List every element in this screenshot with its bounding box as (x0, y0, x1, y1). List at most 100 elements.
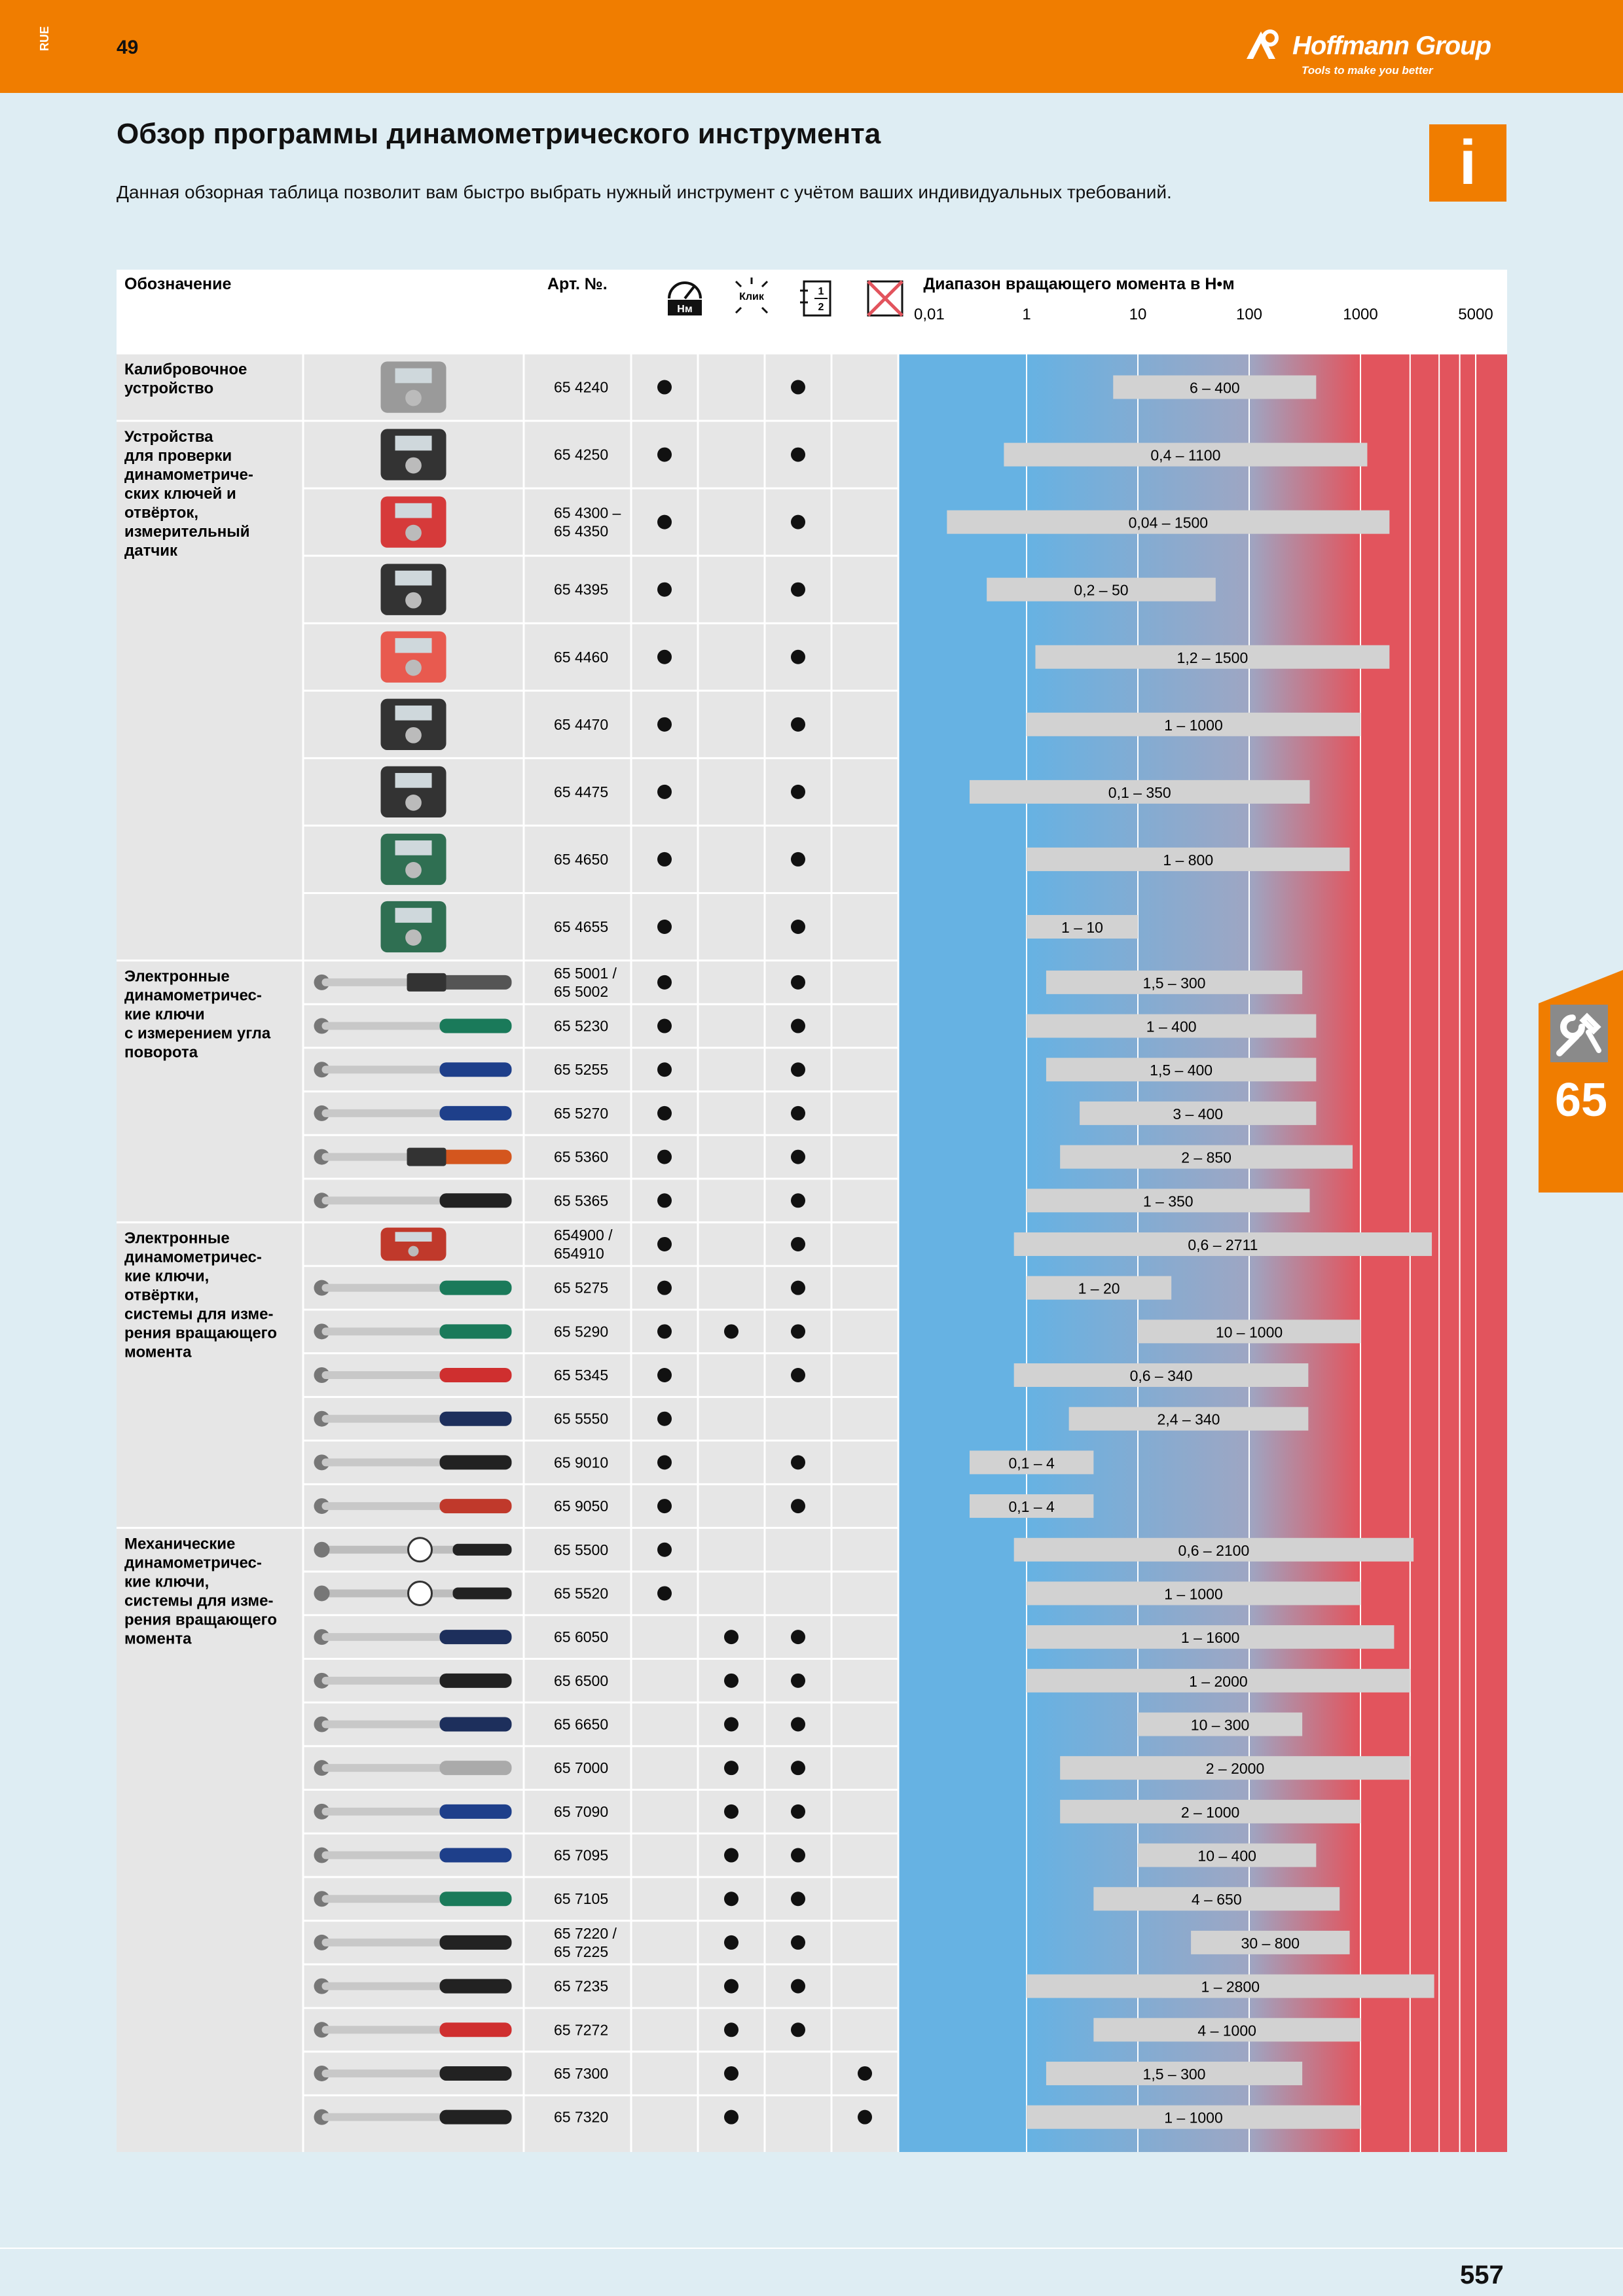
article-number: 65 5520 (554, 1585, 608, 1602)
click-feature-dot (724, 1848, 739, 1863)
overview-table-canvas: Обозначение Арт. №. Диапазон вращающего … (117, 270, 1507, 2152)
wrench-grip (439, 1979, 512, 1994)
wrench-grip (439, 2109, 512, 2125)
product-image-wrench-black (314, 1978, 512, 1994)
article-number: 654900 / (554, 1227, 613, 1244)
wrench-grip (439, 1455, 512, 1470)
half-feature-dot (791, 582, 805, 597)
wrench-grip (439, 1193, 512, 1208)
nm-feature-dot (657, 1236, 672, 1251)
wrench-grip (439, 1018, 512, 1033)
range-label: 1 – 1000 (1164, 1585, 1223, 1602)
product-image-redbox (380, 496, 447, 548)
language-code: RUE (38, 26, 51, 52)
group-label: момента (124, 1344, 192, 1361)
header-bar (0, 0, 1623, 93)
half-feature-dot (791, 1499, 805, 1514)
brand-slogan: Tools to make you better (1302, 64, 1433, 77)
wrench-shaft (321, 1895, 453, 1903)
article-number: 654910 (554, 1245, 604, 1262)
product-image-wrench-green (314, 1280, 512, 1296)
range-bar (1027, 1974, 1434, 1998)
range-bar (970, 780, 1310, 804)
group-label: динамометричес- (124, 1554, 262, 1571)
product-image-wrench-green (314, 1891, 512, 1907)
device-knob (405, 726, 422, 744)
group-label: измерительный (124, 523, 249, 541)
product-image-greenbox (380, 901, 447, 953)
article-number: 65 4655 (554, 918, 608, 935)
nm-feature-dot (657, 1499, 672, 1514)
group-label: ских ключей и (124, 485, 236, 503)
product-image-driver-red (314, 1498, 512, 1515)
nm-feature-dot (657, 975, 672, 990)
range-label: 0,1 – 4 (1009, 1498, 1055, 1515)
half-scale-icon: 1 2 (800, 280, 831, 317)
half-feature-dot (791, 1892, 805, 1907)
range-bar (1060, 1799, 1360, 1823)
wrench-shaft (321, 2113, 453, 2121)
product-image-system (380, 1227, 447, 1261)
range-bar (1113, 375, 1317, 399)
hoffmann-logo-icon (1247, 29, 1279, 59)
wrench-shaft (321, 1458, 453, 1467)
group-label: кие ключи, (124, 1573, 209, 1590)
half-feature-dot (791, 2022, 805, 2037)
group-label: поворота (124, 1044, 198, 1062)
group-label: Механические (124, 1535, 235, 1552)
half-feature-dot (791, 1280, 805, 1295)
nm-feature-dot (657, 1542, 672, 1557)
wrench-head (314, 1541, 330, 1558)
product-image-wrench-green (314, 1018, 512, 1034)
product-image-wrench-green (314, 1323, 512, 1340)
device-display (395, 637, 432, 653)
click-feature-dot (724, 1717, 739, 1732)
range-label: 0,6 – 340 (1130, 1367, 1193, 1384)
range-label: 0,6 – 2711 (1188, 1236, 1258, 1253)
half-feature-dot (791, 1193, 805, 1208)
half-feature-dot (791, 1455, 805, 1470)
half-feature-dot (791, 1149, 805, 1164)
nm-feature-dot (657, 582, 672, 597)
range-bar (947, 510, 1390, 534)
article-number: 65 7105 (554, 1890, 608, 1907)
product-image-wrench-red (314, 1367, 512, 1384)
range-label: 1 – 1000 (1164, 2109, 1223, 2126)
device-display (395, 908, 432, 923)
group-label: кие ключи (124, 1006, 205, 1024)
wrench-shaft (321, 1764, 453, 1772)
article-number: 65 5365 (554, 1192, 608, 1209)
half-feature-dot (791, 1368, 805, 1383)
scale-tick-label: 100 (1236, 306, 1262, 323)
range-bar (1060, 1145, 1353, 1169)
half-feature-dot (791, 919, 805, 934)
product-image-tester (380, 429, 447, 480)
wrench-grip (452, 1587, 512, 1600)
range-bar (1027, 1014, 1317, 1038)
range-label: 1 – 1000 (1164, 717, 1223, 734)
nm-feature-dot (657, 919, 672, 934)
article-number: 65 4475 (554, 783, 608, 800)
group-label: Электронные (124, 968, 230, 986)
range-bar (1027, 1581, 1360, 1605)
wrench-grip (439, 1411, 512, 1426)
group-label: Калибровочное (124, 361, 247, 378)
article-number: 65 4350 (554, 523, 608, 540)
range-bar (1027, 914, 1138, 939)
group-label: динамометричес- (124, 1249, 262, 1266)
nm-feature-dot (657, 1018, 672, 1033)
device-display (395, 503, 432, 518)
group-label: рения вращающего (124, 1611, 277, 1628)
article-number: 65 7225 (554, 1943, 608, 1960)
range-label: 2 – 850 (1181, 1149, 1231, 1166)
dial-face (407, 1580, 433, 1606)
wrench-shaft (321, 1066, 453, 1074)
product-image-wrench-blue (314, 1105, 512, 1121)
click-feature-dot (724, 2066, 739, 2081)
range-bar (1080, 1101, 1317, 1125)
group-label: для проверки (124, 447, 232, 465)
no-adjust-feature-dot (858, 2109, 872, 2125)
nm-feature-dot (657, 1368, 672, 1383)
range-bar (1046, 970, 1303, 994)
article-number: 65 6500 (554, 1672, 608, 1689)
